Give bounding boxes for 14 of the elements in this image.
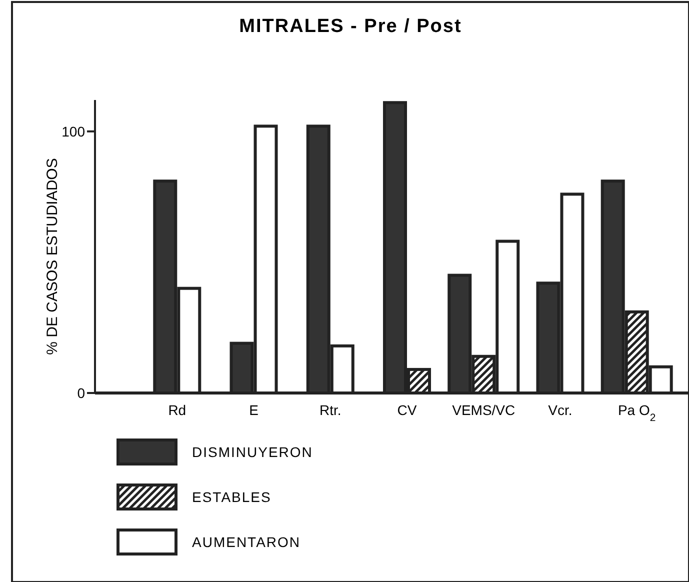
- x-tick-label: VEMS/VC: [452, 402, 516, 418]
- y-tick-label: 100: [62, 123, 86, 140]
- x-tick-label: CV: [397, 402, 418, 418]
- y-axis-title: % DE CASOS ESTUDIADOS: [44, 158, 61, 355]
- legend-label: ESTABLES: [192, 488, 272, 505]
- x-tick-label: Vcr.: [548, 402, 572, 418]
- legend-label: AUMENTARON: [192, 534, 301, 550]
- y-tick-label: 0: [77, 384, 86, 401]
- x-tick-label: Rtr.: [319, 402, 342, 418]
- x-tick-label: E: [249, 402, 258, 418]
- chart-title: MITRALES - Pre / Post: [239, 16, 462, 37]
- x-tick-label: Rd: [168, 402, 186, 418]
- legend-label: DISMINUYERON: [192, 444, 313, 460]
- x-tick-label: Pa O$_{2}$: [618, 402, 656, 424]
